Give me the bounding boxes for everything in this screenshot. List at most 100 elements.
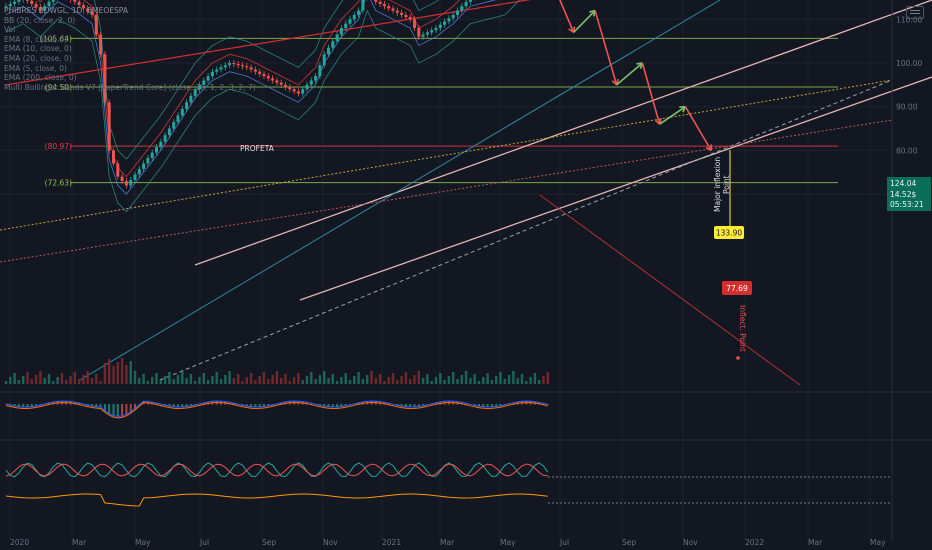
volume-bar — [219, 379, 223, 384]
last-price: 124.04 — [890, 179, 917, 188]
target-low-box — [722, 281, 752, 295]
projection-segment — [659, 106, 686, 125]
macd-hist-bar — [404, 404, 407, 408]
volume-bar — [430, 381, 433, 384]
macd-hist-bar — [30, 404, 33, 408]
candle-body — [271, 78, 275, 81]
volume-bar — [383, 381, 386, 384]
macd-hist-bar — [323, 404, 326, 407]
price-change: 14.52$ — [890, 189, 917, 199]
projection-arrowhead — [705, 144, 713, 152]
volume-bar — [99, 381, 102, 384]
volume-bar — [473, 374, 476, 384]
candle-body — [339, 28, 343, 35]
volume-bar — [327, 378, 330, 384]
candle-body — [292, 89, 296, 92]
volume-bar — [241, 381, 244, 384]
menu-icon[interactable] — [906, 6, 924, 19]
candle-body — [262, 73, 266, 77]
volume-bar — [516, 378, 519, 384]
volume-bar — [400, 376, 403, 384]
macd-hist-bar — [103, 404, 106, 412]
volume-bar — [112, 366, 115, 384]
candle-body — [438, 24, 442, 29]
candle-body — [460, 6, 464, 11]
volume-bar — [456, 379, 459, 384]
volume-bar — [43, 378, 46, 384]
macd-hist-bar — [422, 404, 425, 407]
level-label: (94.50) — [45, 83, 72, 92]
x-tick-label: Mar — [440, 538, 455, 547]
macd-hist-bar — [327, 404, 330, 408]
legend-symbol: PHIBRES BOWGL, 1D, BMEOESPA — [4, 6, 128, 15]
candle-body — [219, 67, 223, 70]
candle-body — [137, 168, 141, 175]
oscillator-panels — [0, 391, 932, 507]
macd-hist-bar — [78, 403, 81, 405]
volume-bar — [17, 380, 21, 384]
candle-body — [38, 7, 42, 11]
channel-mid-line — [159, 79, 893, 381]
macd-hist-bar — [250, 404, 253, 408]
volume-bar — [331, 374, 334, 384]
x-tick-label: Nov — [683, 538, 698, 547]
volume-bar — [211, 376, 214, 384]
channel-lower-line — [299, 76, 932, 301]
volume-bar — [30, 379, 33, 384]
candle-body — [142, 163, 146, 169]
grid — [0, 0, 892, 540]
volume-bar — [90, 378, 94, 384]
volume-bar — [103, 363, 107, 384]
candle-body — [34, 4, 38, 8]
volume-bar — [396, 380, 399, 384]
macd-hist-bar — [409, 404, 412, 408]
candle-body — [374, 0, 378, 2]
macd-hist-bar — [108, 404, 111, 415]
volume-bar — [335, 381, 339, 384]
volume-bar — [116, 362, 119, 384]
annotations: PROFETA Major inflexion Point 133.90 77.69 In… — [240, 144, 752, 360]
candle-body — [133, 174, 137, 180]
legend-line: EMA (8, close, 0) — [4, 34, 67, 44]
volume-bar — [280, 378, 283, 384]
candle-body — [155, 147, 158, 153]
band-lower — [5, 0, 521, 213]
volume-bar — [168, 372, 171, 384]
projection-segment — [573, 9, 596, 33]
macd-hist-bar — [125, 404, 128, 415]
candle-body — [443, 21, 447, 25]
candle-body — [232, 63, 236, 65]
macd-hist-bar — [185, 404, 188, 408]
macd-hist-bar — [499, 404, 502, 407]
candle-body — [296, 91, 300, 94]
macd-hist-bar — [245, 404, 248, 407]
candle-body — [456, 10, 459, 15]
macd-hist-bar — [168, 404, 171, 407]
volume-bar — [529, 377, 532, 384]
candle-body — [241, 65, 244, 67]
volume-bar — [520, 374, 524, 384]
projection-arrows — [559, 0, 713, 152]
last-price-label: 124.04 14.52$ 05:53:21 — [887, 177, 931, 211]
candle-body — [189, 95, 193, 103]
macd-hist-bar — [91, 404, 93, 407]
macd-hist-bar — [435, 402, 437, 405]
volume-bar — [348, 380, 352, 384]
macd-hist-bar — [181, 404, 184, 408]
candle-body — [387, 6, 391, 9]
candle-body — [112, 150, 115, 164]
candle-body — [447, 18, 451, 22]
candle-body — [288, 87, 292, 90]
candle-body — [249, 67, 253, 70]
candle-body — [90, 11, 94, 15]
candle-body — [275, 80, 279, 83]
macd-hist-bar — [482, 404, 485, 408]
volume-bar — [159, 380, 162, 384]
volume-bar — [129, 361, 132, 384]
legend-line: Vol — [4, 25, 16, 35]
volume-bar — [125, 365, 128, 384]
volume-bar — [374, 378, 377, 384]
candle-body — [228, 63, 232, 66]
legend-line: BB (20, close, 2, 0) — [4, 15, 76, 25]
